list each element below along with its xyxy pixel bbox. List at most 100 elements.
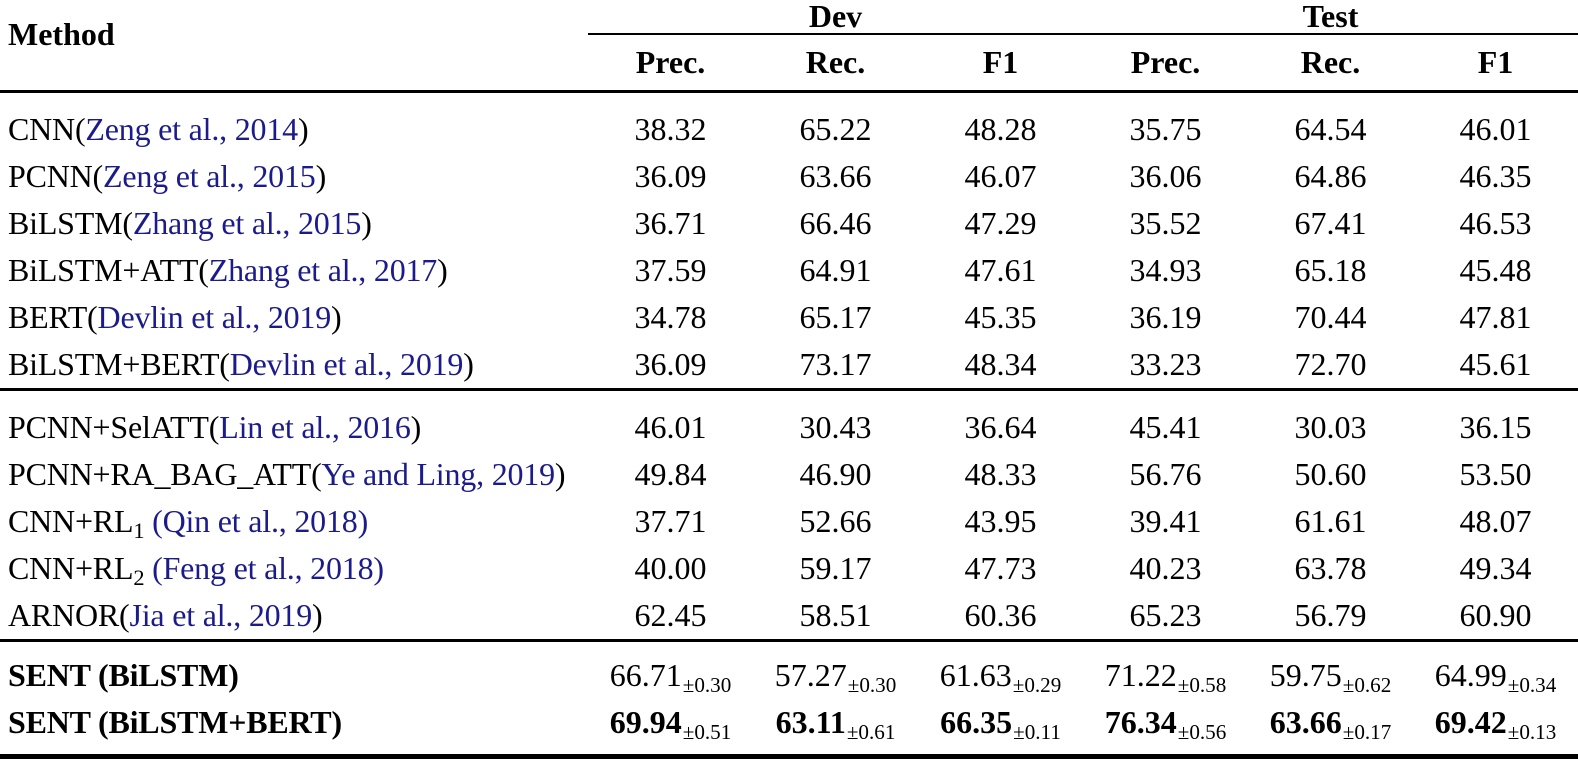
metric-cell: 47.61 (964, 252, 1037, 288)
metric-cell: 73.17 (799, 346, 872, 382)
method-name: SENT (BiLSTM) (8, 657, 239, 693)
method-cell: BiLSTM+BERT(Devlin et al., 2019) (0, 341, 588, 388)
metric-cell: 40.23 (1129, 550, 1202, 586)
method-cell: BiLSTM(Zhang et al., 2015) (0, 200, 588, 247)
method-name: BiLSTM+BERT( (8, 346, 230, 382)
citation-link[interactable]: Ye and Ling, 2019 (321, 456, 556, 492)
metric-stddev: ±0.30 (682, 673, 732, 698)
method-name: BiLSTM( (8, 205, 133, 241)
metric-cell: 45.35 (964, 299, 1037, 335)
citation-link[interactable]: Zeng et al., 2014 (85, 111, 298, 147)
metric-value: 76.34 (1104, 704, 1177, 740)
metric-cell: 64.54 (1294, 111, 1367, 147)
method-name: SENT (BiLSTM+BERT) (8, 704, 342, 740)
metric-cell: 61.63±0.29 (918, 652, 1083, 699)
spacer (0, 391, 1578, 404)
metric-value: 66.71 (609, 657, 682, 693)
metric-stddev: ±0.30 (847, 673, 897, 698)
metric-cell: 49.84 (634, 456, 707, 492)
metric-cell: 56.76 (1129, 456, 1202, 492)
metric-cell: 35.75 (1129, 111, 1202, 147)
metric-cell: 47.81 (1459, 299, 1532, 335)
citation-link[interactable]: Zhang et al., 2017 (208, 252, 438, 288)
method-name: CNN+RL (8, 550, 134, 586)
metric-cell: 37.59 (634, 252, 707, 288)
metric-cell: 45.41 (1129, 409, 1202, 445)
method-suffix: ) (297, 111, 309, 147)
metric-cell: 69.42±0.13 (1413, 699, 1578, 746)
citation-link[interactable]: Zeng et al., 2015 (103, 158, 316, 194)
metric-cell: 48.33 (964, 456, 1037, 492)
col-header-test-rec: Rec. (1300, 44, 1361, 80)
metric-cell: 76.34±0.56 (1083, 699, 1248, 746)
metric-cell: 63.66 (799, 158, 872, 194)
method-name: ARNOR( (8, 597, 130, 633)
citation-link[interactable]: (Qin et al., 2018) (152, 503, 369, 539)
metric-cell: 60.36 (964, 597, 1037, 633)
metric-stddev: ±0.51 (682, 720, 732, 745)
metric-cell: 48.34 (964, 346, 1037, 382)
col-group-header-dev: Dev (808, 0, 863, 34)
metric-cell: 39.41 (1129, 503, 1202, 539)
metric-cell: 34.93 (1129, 252, 1202, 288)
spacer (0, 642, 1578, 652)
metric-value: 63.66 (1269, 704, 1342, 740)
metric-cell: 36.09 (634, 158, 707, 194)
metric-cell: 63.78 (1294, 550, 1367, 586)
method-cell: CNN+RL2 (Feng et al., 2018) (0, 545, 588, 592)
col-header-dev-rec: Rec. (805, 44, 866, 80)
method-space (144, 503, 152, 539)
metric-cell: 36.71 (634, 205, 707, 241)
metric-value: 57.27 (774, 657, 847, 693)
citation-link[interactable]: (Feng et al., 2018) (152, 550, 384, 586)
citation-link[interactable]: Devlin et al., 2019 (97, 299, 332, 335)
citation-link[interactable]: Zhang et al., 2015 (132, 205, 362, 241)
citation-link[interactable]: Jia et al., 2019 (129, 597, 313, 633)
metric-cell: 59.17 (799, 550, 872, 586)
method-suffix: ) (437, 252, 448, 288)
metric-cell: 30.03 (1294, 409, 1367, 445)
method-suffix: ) (312, 597, 323, 633)
method-name: CNN+RL (8, 503, 134, 539)
metric-cell: 52.66 (799, 503, 872, 539)
metric-stddev: ±0.62 (1342, 673, 1392, 698)
metric-stddev: ±0.58 (1177, 673, 1227, 698)
spacer (0, 746, 1578, 754)
metric-stddev: ±0.29 (1012, 673, 1062, 698)
citation-link[interactable]: Lin et al., 2016 (219, 409, 411, 445)
metric-cell: 33.23 (1129, 346, 1202, 382)
metric-cell: 38.32 (634, 111, 707, 147)
metric-cell: 36.19 (1129, 299, 1202, 335)
group-divider-rule (0, 639, 1578, 642)
metric-cell: 66.35±0.11 (918, 699, 1083, 746)
metric-cell: 46.07 (964, 158, 1037, 194)
metric-value: 61.63 (939, 657, 1012, 693)
col-header-dev-f1: F1 (982, 44, 1019, 80)
metric-cell: 35.52 (1129, 205, 1202, 241)
col-header-test-f1: F1 (1477, 44, 1514, 80)
metric-cell: 63.11±0.61 (753, 699, 918, 746)
col-header-dev-prec: Prec. (635, 44, 706, 80)
metric-value: 69.42 (1434, 704, 1507, 740)
citation-link[interactable]: Devlin et al., 2019 (229, 346, 464, 382)
metric-stddev: ±0.13 (1507, 720, 1557, 745)
col-header-method: Method (8, 16, 115, 52)
metric-cell: 36.64 (964, 409, 1037, 445)
metric-cell: 66.46 (799, 205, 872, 241)
metric-value: 71.22 (1104, 657, 1177, 693)
metric-cell: 72.70 (1294, 346, 1367, 382)
method-suffix: ) (331, 299, 342, 335)
metric-cell: 57.27±0.30 (753, 652, 918, 699)
method-cell: SENT (BiLSTM+BERT) (0, 699, 588, 746)
metric-cell: 46.35 (1459, 158, 1532, 194)
metric-cell: 62.45 (634, 597, 707, 633)
method-name: PCNN( (8, 158, 104, 194)
metric-stddev: ±0.34 (1507, 673, 1557, 698)
metric-cell: 37.71 (634, 503, 707, 539)
metric-value: 64.99 (1434, 657, 1507, 693)
metric-cell: 50.60 (1294, 456, 1367, 492)
group-divider-rule (0, 388, 1578, 391)
metric-value: 59.75 (1269, 657, 1342, 693)
metric-cell: 49.34 (1459, 550, 1532, 586)
